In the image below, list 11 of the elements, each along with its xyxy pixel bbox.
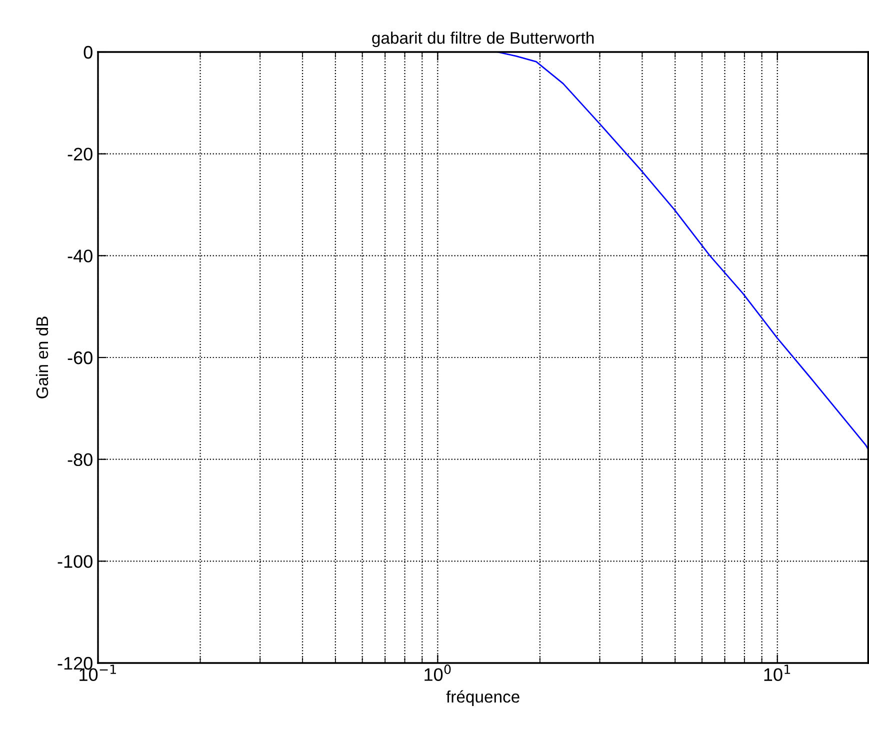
x-axis-title: fréquence [446, 690, 520, 706]
y-tick-label: -60 [68, 351, 92, 364]
x-tick-label: 10$^{1}$ [764, 664, 790, 681]
y-axis-title: Gain en dB [36, 316, 48, 398]
y-tick-label: -20 [68, 148, 92, 161]
chart-title: gabarit du filtre de Butterworth [372, 32, 594, 48]
y-tick-label: 0 [84, 46, 92, 59]
y-tick-label: -100 [58, 555, 92, 568]
y-tick-label: -40 [68, 250, 92, 262]
y-tick-label: -80 [68, 453, 92, 466]
x-tick-label: 10$^{0}$ [424, 664, 451, 681]
